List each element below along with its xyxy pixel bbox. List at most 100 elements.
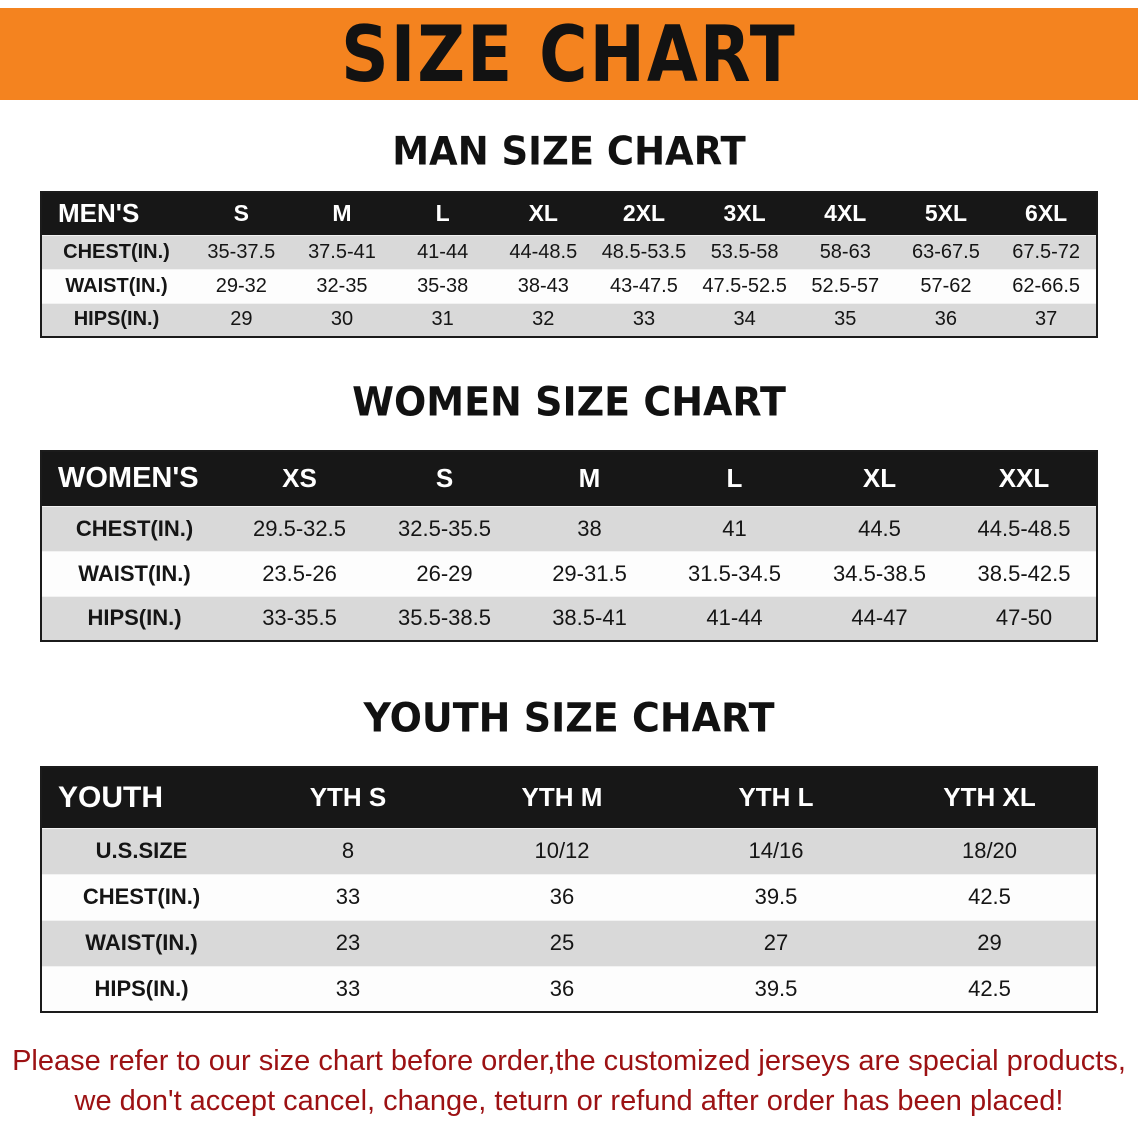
- value-cell: 33: [632, 308, 656, 331]
- row-label-cell: CHEST(IN.): [75, 515, 194, 541]
- value-cell: 38: [577, 515, 602, 541]
- size-header-cell: 4XL: [824, 200, 867, 227]
- table-row: HIPS(IN.) 29 30 31 32 33 34 35 36 37: [41, 303, 1097, 337]
- youth-section-heading: YOUTH SIZE CHART: [363, 694, 775, 742]
- men-size-table: MEN'S S M L XL 2XL 3XL 4XL 5XL 6XL CHEST(IN.) 35-37…: [40, 191, 1098, 338]
- table-header-row: WOMEN'S XS S M L XL XXL: [41, 451, 1097, 506]
- value-cell: 53.5-58: [710, 240, 779, 263]
- value-cell: 32.5-35.5: [398, 515, 491, 541]
- value-cell: 10/12: [534, 838, 590, 863]
- size-chart-banner: SIZE CHART: [0, 8, 1138, 100]
- size-header-cell: YTH L: [738, 782, 814, 813]
- value-cell: 37.5-41: [308, 240, 376, 263]
- row-label-cell: HIPS(IN.): [94, 975, 189, 1001]
- size-header-cell: XL: [528, 200, 558, 227]
- value-cell: 62-66.5: [1012, 274, 1081, 297]
- youth-size-section: YOUTH SIZE CHART YOUTH YTH S YTH M YTH L YTH…: [0, 694, 1138, 1013]
- size-header-cell: XS: [282, 463, 317, 494]
- value-cell: 41-44: [706, 605, 763, 631]
- value-cell: 27: [763, 930, 789, 955]
- value-cell: 38-43: [517, 274, 569, 297]
- table-row: WAIST(IN.) 23.5-26 26-29 29-31.5 31.5-34.5 34…: [41, 551, 1097, 596]
- disclaimer-line-1: Please refer to our size chart before or…: [12, 1045, 1126, 1077]
- size-header-cell: 2XL: [622, 200, 666, 227]
- disclaimer-note: Please refer to our size chart before or…: [10, 1041, 1128, 1121]
- row-label-cell: U.S.SIZE: [95, 838, 188, 863]
- value-cell: 36: [549, 975, 575, 1001]
- value-cell: 41-44: [417, 240, 469, 263]
- row-label-cell: WAIST(IN.): [85, 930, 198, 955]
- value-cell: 25: [549, 930, 575, 955]
- value-cell: 37: [1035, 308, 1058, 331]
- value-cell: 8: [341, 838, 355, 863]
- value-cell: 44-48.5: [509, 240, 578, 263]
- value-cell: 23: [335, 930, 361, 955]
- value-cell: 29.5-32.5: [253, 515, 346, 541]
- value-cell: 52.5-57: [811, 274, 880, 297]
- size-header-cell: S: [233, 200, 249, 227]
- value-cell: 34.5-38.5: [833, 560, 926, 586]
- value-cell: 41: [722, 515, 747, 541]
- value-cell: 43-47.5: [610, 274, 678, 297]
- size-header-cell: M: [578, 463, 601, 494]
- value-cell: 38.5-41: [552, 605, 627, 631]
- size-header-cell: YTH M: [521, 782, 603, 813]
- table-title-cell: YOUTH: [58, 780, 163, 814]
- size-header-cell: XL: [862, 463, 897, 494]
- table-header-row: YOUTH YTH S YTH M YTH L YTH XL: [41, 767, 1097, 828]
- size-header-cell: M: [332, 200, 352, 227]
- row-label-cell: WAIST(IN.): [65, 274, 168, 297]
- men-size-section: MAN SIZE CHART MEN'S S M L XL 2XL 3XL 4XL 5XL 6XL…: [0, 128, 1138, 338]
- women-size-section: WOMEN SIZE CHART WOMEN'S XS S M L XL XXL CHEST(…: [0, 379, 1138, 642]
- table-row: CHEST(IN.) 33 36 39.5 42.5: [41, 874, 1097, 920]
- row-label-cell: WAIST(IN.): [78, 560, 191, 586]
- value-cell: 34: [733, 308, 756, 331]
- value-cell: 42.5: [968, 884, 1011, 909]
- table-title-cell: MEN'S: [58, 198, 140, 229]
- table-title-cell: WOMEN'S: [58, 462, 199, 495]
- value-cell: 29-32: [215, 274, 267, 297]
- value-cell: 47.5-52.5: [702, 274, 787, 297]
- value-cell: 38.5-42.5: [977, 560, 1071, 586]
- value-cell: 44.5: [858, 515, 901, 541]
- value-cell: 23.5-26: [262, 560, 337, 586]
- value-cell: 14/16: [748, 838, 804, 863]
- value-cell: 44-47: [851, 605, 908, 631]
- banner-title: SIZE CHART: [341, 8, 797, 100]
- value-cell: 35-38: [417, 274, 469, 297]
- table-row: CHEST(IN.) 35-37.5 37.5-41 41-44 44-48.5 48.5…: [41, 235, 1097, 269]
- row-label-cell: HIPS(IN.): [73, 308, 160, 331]
- table-row: HIPS(IN.) 33-35.5 35.5-38.5 38.5-41 41-44 44-…: [41, 596, 1097, 641]
- table-row: CHEST(IN.) 29.5-32.5 32.5-35.5 38 41 44.5 44.5…: [41, 506, 1097, 551]
- row-label-cell: CHEST(IN.): [63, 240, 170, 263]
- size-header-cell: L: [726, 463, 743, 494]
- table-header-row: MEN'S S M L XL 2XL 3XL 4XL 5XL 6XL: [41, 192, 1097, 235]
- value-cell: 57-62: [920, 274, 972, 297]
- table-row: HIPS(IN.) 33 36 39.5 42.5: [41, 966, 1097, 1012]
- value-cell: 31: [431, 308, 454, 331]
- value-cell: 67.5-72: [1012, 240, 1081, 263]
- value-cell: 29: [977, 930, 1002, 955]
- value-cell: 39.5: [754, 975, 798, 1001]
- value-cell: 32: [532, 308, 555, 331]
- men-section-heading: MAN SIZE CHART: [392, 128, 746, 175]
- value-cell: 42.5: [968, 975, 1011, 1001]
- value-cell: 30: [330, 308, 354, 331]
- row-label-cell: CHEST(IN.): [82, 884, 201, 909]
- value-cell: 35: [834, 308, 857, 331]
- table-row: WAIST(IN.) 29-32 32-35 35-38 38-43 43-47.5 47.…: [41, 269, 1097, 303]
- women-size-table: WOMEN'S XS S M L XL XXL CHEST(IN.) 29.5-32.5 32.5…: [40, 450, 1098, 642]
- value-cell: 48.5-53.5: [601, 240, 687, 263]
- disclaimer-line-2: we don't accept cancel, change, teturn o…: [74, 1085, 1064, 1118]
- value-cell: 31.5-34.5: [688, 560, 781, 586]
- size-header-cell: XXL: [998, 463, 1050, 494]
- value-cell: 44.5-48.5: [977, 515, 1071, 541]
- table-row: WAIST(IN.) 23 25 27 29: [41, 920, 1097, 966]
- size-header-cell: L: [435, 200, 450, 227]
- value-cell: 33: [335, 884, 361, 909]
- value-cell: 63-67.5: [912, 240, 980, 263]
- value-cell: 33: [335, 975, 361, 1001]
- row-label-cell: HIPS(IN.): [87, 605, 182, 631]
- table-row: U.S.SIZE 8 10/12 14/16 18/20: [41, 828, 1097, 874]
- value-cell: 18/20: [961, 838, 1018, 863]
